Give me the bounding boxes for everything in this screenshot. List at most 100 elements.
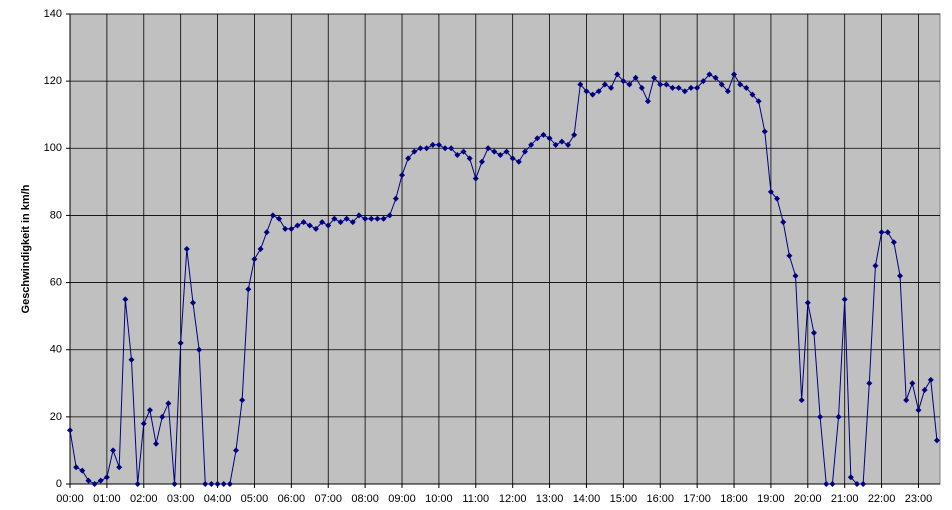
- data-point: [497, 152, 504, 158]
- data-point: [700, 78, 707, 85]
- data-point: [202, 481, 209, 487]
- data-point: [128, 356, 135, 363]
- data-point: [153, 440, 160, 447]
- y-tick-label: 120: [44, 75, 62, 87]
- data-point: [810, 329, 817, 336]
- data-point: [552, 141, 559, 148]
- data-point: [312, 225, 319, 232]
- data-point: [411, 148, 418, 155]
- data-point: [798, 397, 805, 404]
- data-point: [755, 98, 762, 105]
- data-point: [866, 380, 873, 387]
- series-line: [69, 73, 938, 485]
- data-point: [583, 88, 590, 95]
- data-point: [491, 148, 498, 155]
- data-point: [540, 131, 547, 138]
- data-point: [171, 481, 178, 487]
- data-point: [159, 413, 166, 420]
- data-point: [565, 141, 572, 148]
- data-point: [362, 215, 369, 222]
- data-point: [189, 299, 196, 306]
- data-point: [423, 145, 430, 152]
- data-point: [103, 474, 110, 481]
- data-point: [97, 477, 104, 484]
- x-tick-label: 16:00: [646, 493, 674, 505]
- data-point: [694, 84, 701, 91]
- data-point: [122, 296, 129, 303]
- data-point: [392, 195, 399, 202]
- data-point: [620, 78, 627, 85]
- x-tick-label: 08:00: [351, 493, 379, 505]
- data-point: [67, 427, 73, 434]
- data-point: [276, 215, 283, 222]
- x-tick-label: 15:00: [610, 493, 638, 505]
- x-tick-label: 03:00: [167, 493, 195, 505]
- x-tick-label: 13:00: [536, 493, 564, 505]
- x-tick-label: 12:00: [499, 493, 527, 505]
- data-point: [878, 229, 885, 236]
- data-point: [780, 219, 787, 226]
- data-point: [177, 340, 184, 346]
- data-point: [485, 145, 492, 152]
- y-tick-label: 40: [50, 344, 62, 356]
- data-point: [841, 296, 848, 303]
- y-tick-label: 60: [50, 276, 62, 288]
- y-tick-label: 80: [50, 209, 62, 221]
- data-point: [515, 158, 522, 165]
- data-point: [608, 84, 615, 91]
- data-point: [792, 272, 799, 279]
- data-point: [651, 74, 658, 81]
- data-point: [675, 84, 682, 91]
- x-tick-label: 00:00: [56, 493, 84, 505]
- data-point: [442, 145, 449, 152]
- data-point: [454, 152, 461, 158]
- data-point: [823, 481, 830, 487]
- data-point: [669, 84, 676, 91]
- data-point: [435, 141, 442, 148]
- data-point: [226, 481, 233, 487]
- data-point: [737, 81, 744, 88]
- data-point: [288, 225, 295, 232]
- data-point: [349, 219, 356, 226]
- data-point: [245, 286, 252, 293]
- data-point: [257, 246, 264, 252]
- data-point: [817, 413, 824, 420]
- data-point: [325, 222, 332, 229]
- data-point: [380, 215, 387, 222]
- data-point: [165, 400, 172, 407]
- data-point: [220, 481, 227, 487]
- data-point: [503, 148, 510, 155]
- data-point: [472, 175, 479, 182]
- data-point: [528, 141, 535, 148]
- data-point: [829, 481, 836, 487]
- data-point: [927, 376, 934, 383]
- data-point: [405, 155, 412, 162]
- data-point: [577, 81, 584, 88]
- data-point: [897, 272, 904, 279]
- data-point: [731, 71, 738, 78]
- data-point: [196, 346, 203, 353]
- data-point: [761, 128, 768, 135]
- data-point: [263, 229, 270, 236]
- data-point: [835, 413, 842, 420]
- data-point: [915, 407, 922, 414]
- data-point: [853, 481, 860, 487]
- data-point: [116, 464, 123, 471]
- data-point: [638, 84, 645, 91]
- y-tick-label: 100: [44, 142, 62, 154]
- y-tick-label: 140: [44, 8, 62, 20]
- data-point: [884, 229, 891, 236]
- x-tick-label: 18:00: [720, 493, 748, 505]
- data-point: [319, 219, 326, 226]
- data-point: [534, 135, 541, 142]
- x-tick-label: 10:00: [425, 493, 453, 505]
- y-axis-label: Geschwindigkeit in km/h: [20, 184, 32, 313]
- data-point: [85, 477, 92, 484]
- x-tick-label: 09:00: [388, 493, 416, 505]
- x-tick-label: 17:00: [683, 493, 711, 505]
- data-point: [589, 91, 596, 98]
- data-point: [399, 172, 406, 179]
- data-point: [79, 467, 86, 474]
- data-point: [239, 397, 246, 404]
- data-point: [294, 222, 301, 229]
